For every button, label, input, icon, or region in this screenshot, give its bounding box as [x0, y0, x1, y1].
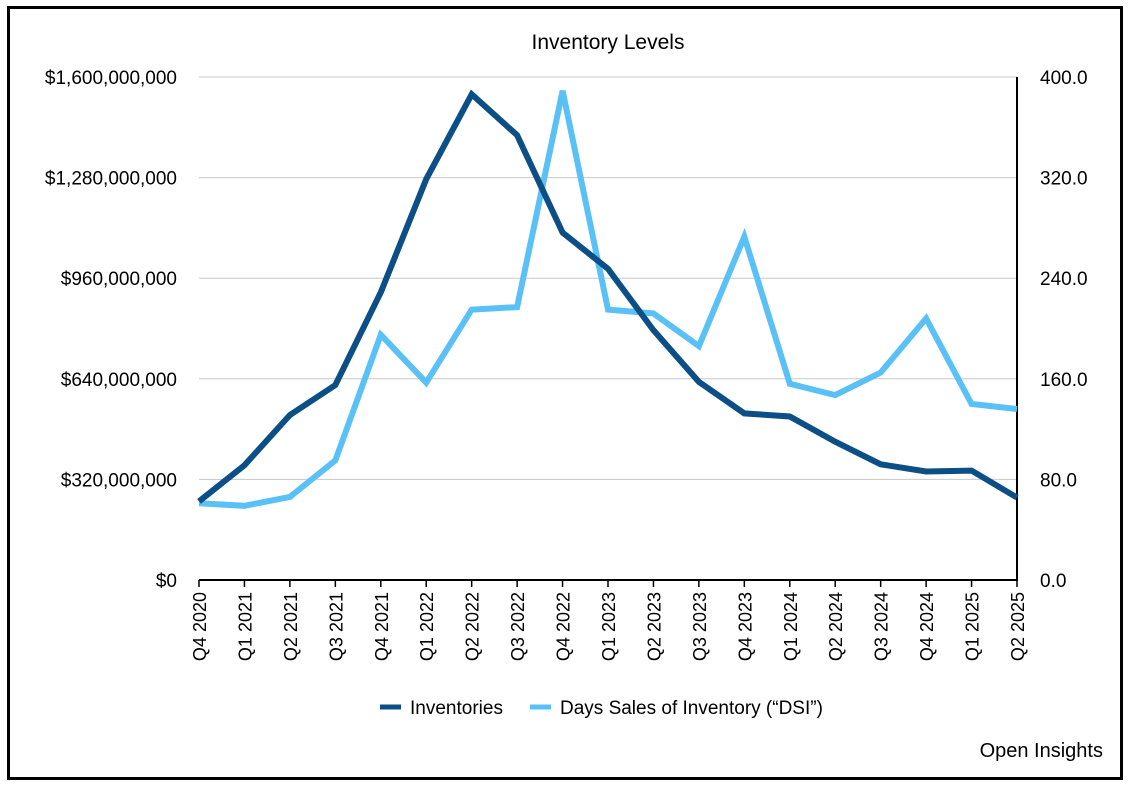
x-tick-label: Q1 2024 [781, 592, 801, 661]
legend: Inventories Days Sales of Inventory (“DSI… [380, 698, 823, 719]
x-tick-label: Q3 2024 [872, 592, 892, 661]
x-tick-label: Q4 2023 [735, 592, 755, 661]
x-tick-label: Q2 2021 [281, 592, 301, 661]
chart-frame [7, 6, 1123, 780]
x-tick-label: Q1 2025 [963, 592, 983, 661]
x-tick-label: Q1 2021 [235, 592, 255, 661]
right-tick-label: 80.0 [1040, 470, 1077, 491]
x-tick-label: Q2 2022 [463, 592, 483, 661]
x-tick-label: Q4 2022 [554, 592, 574, 661]
left-tick-label: $1,600,000,000 [45, 68, 177, 89]
legend-dsi-label: Days Sales of Inventory (“DSI”) [560, 698, 823, 719]
x-tick-label: Q3 2023 [690, 592, 710, 661]
right-tick-label: 160.0 [1040, 370, 1088, 391]
right-tick-labels: 0.0 80.0 160.0 240.0 320.0 400.0 [1040, 68, 1088, 592]
x-tick-label: Q3 2022 [508, 592, 528, 661]
series-lines [197, 89, 1019, 509]
series-line-dsi [198, 90, 1018, 509]
x-tick-label: Q2 2024 [826, 592, 846, 661]
left-tick-label: $320,000,000 [61, 470, 177, 491]
left-tick-label: $640,000,000 [61, 370, 177, 391]
right-tick-label: 320.0 [1040, 169, 1088, 190]
x-tick-label: Q4 2024 [917, 592, 937, 661]
x-tick-label: Q4 2021 [372, 592, 392, 661]
x-tick-label: Q1 2023 [599, 592, 619, 661]
series-line-inventories [197, 89, 1019, 504]
gridlines [199, 76, 1017, 480]
chart-title: Inventory Levels [532, 31, 685, 54]
x-tick-label: Q4 2020 [190, 592, 210, 661]
right-tick-label: 240.0 [1040, 269, 1088, 290]
x-tick-label: Q3 2021 [326, 592, 346, 661]
left-tick-label: $960,000,000 [61, 269, 177, 290]
left-tick-label: $1,280,000,000 [45, 169, 177, 190]
x-tick-label: Q2 2025 [1008, 592, 1028, 661]
legend-inventories-label: Inventories [410, 698, 503, 719]
left-tick-label: $0 [156, 571, 177, 592]
x-tick-label: Q2 2023 [644, 592, 664, 661]
x-tick-labels: Q4 2020 Q1 2021 Q2 2021 Q3 2021 Q4 2021 Q1 20… [190, 592, 1028, 661]
axes [198, 77, 1018, 587]
source-label: Open Insights [980, 740, 1103, 762]
right-tick-label: 0.0 [1040, 571, 1066, 592]
left-tick-labels: $0 $320,000,000 $640,000,000 $960,000,000 $1… [45, 68, 177, 592]
x-tick-label: Q1 2022 [417, 592, 437, 661]
right-tick-label: 400.0 [1040, 68, 1088, 89]
